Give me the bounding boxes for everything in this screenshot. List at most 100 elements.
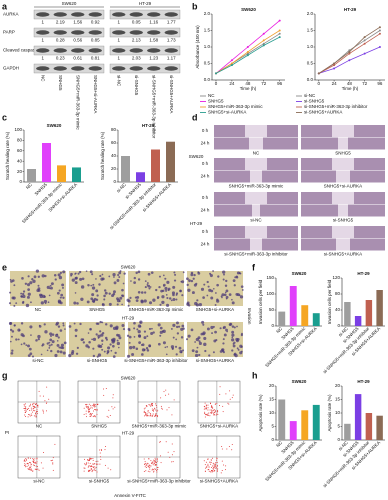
event xyxy=(95,405,97,407)
event xyxy=(87,466,89,468)
wound-gap xyxy=(332,192,354,204)
cell xyxy=(41,343,45,346)
y-tick-label: 50 xyxy=(269,307,275,312)
image-caption: si-NC xyxy=(33,479,45,484)
group-label: HT-29 xyxy=(122,431,135,436)
cell xyxy=(211,332,213,335)
cell xyxy=(141,353,144,356)
cell xyxy=(118,300,121,303)
chart-title: SW620 xyxy=(292,379,307,384)
blot-band xyxy=(112,66,126,71)
event xyxy=(224,469,226,471)
event xyxy=(213,467,215,469)
legend-label: SNHG5+si-AURKA xyxy=(208,110,246,115)
chart-title: HT-29 xyxy=(357,271,370,276)
event xyxy=(24,403,26,405)
cell xyxy=(92,354,96,358)
cell xyxy=(209,272,212,275)
event xyxy=(90,467,92,469)
cell xyxy=(137,329,141,334)
event xyxy=(143,410,145,412)
cell xyxy=(233,352,237,356)
event xyxy=(46,410,48,412)
cell xyxy=(40,301,44,305)
cell xyxy=(21,277,24,280)
y-tick-label: 0 xyxy=(113,179,116,184)
cell xyxy=(99,274,102,278)
chart-title: HT-29 xyxy=(357,379,370,384)
cell xyxy=(60,293,64,297)
cell xyxy=(74,277,78,280)
ratio-value: 0.56 xyxy=(73,38,82,43)
event xyxy=(152,413,154,415)
ratio-value: 0.28 xyxy=(56,38,65,43)
event xyxy=(105,446,107,448)
cell xyxy=(51,333,55,336)
bar xyxy=(278,311,286,326)
y-tick-label: 100 xyxy=(266,291,274,296)
legend-label: si-NC xyxy=(304,93,316,98)
event xyxy=(221,448,223,450)
cell xyxy=(128,329,131,332)
cell xyxy=(176,332,180,335)
event xyxy=(36,462,38,464)
cell xyxy=(38,325,42,328)
event xyxy=(91,407,93,409)
x-axis-label: Time (h) xyxy=(240,86,257,91)
cell xyxy=(103,298,106,301)
event xyxy=(151,461,153,463)
point xyxy=(278,19,281,22)
event xyxy=(36,413,38,415)
cell xyxy=(64,328,66,330)
lane-label: si-SNHG5 xyxy=(134,75,139,96)
cell xyxy=(27,275,30,278)
cell xyxy=(233,326,236,329)
event xyxy=(150,465,152,467)
event xyxy=(171,443,173,445)
cell xyxy=(86,300,90,304)
wound-gap xyxy=(332,158,354,170)
event xyxy=(25,406,27,408)
cell xyxy=(79,322,82,326)
event xyxy=(151,415,153,417)
blot-band xyxy=(164,66,178,71)
event xyxy=(92,459,94,461)
blot-band xyxy=(36,48,50,53)
bar xyxy=(27,169,36,182)
cell xyxy=(216,283,219,287)
cell xyxy=(186,302,190,306)
event xyxy=(152,410,154,412)
cell xyxy=(101,343,104,346)
event xyxy=(31,468,33,470)
cell xyxy=(162,274,165,277)
event xyxy=(32,461,34,463)
event xyxy=(206,465,208,467)
event xyxy=(85,416,87,418)
event xyxy=(28,469,30,471)
cell xyxy=(104,291,108,295)
image-caption: SNHG5 xyxy=(91,424,107,429)
event xyxy=(83,407,85,409)
event xyxy=(48,398,50,400)
event xyxy=(217,468,219,470)
cell xyxy=(187,288,191,292)
cell xyxy=(49,284,52,287)
event xyxy=(222,405,224,407)
cell xyxy=(225,295,229,299)
cell xyxy=(128,341,131,344)
event xyxy=(32,403,34,405)
wound-gap xyxy=(336,170,350,183)
event xyxy=(157,469,159,471)
cell xyxy=(171,348,174,350)
cell xyxy=(193,283,197,287)
panel-letter: h xyxy=(252,370,258,380)
cell xyxy=(137,324,142,328)
bar xyxy=(354,316,362,326)
event xyxy=(46,386,48,388)
cell xyxy=(175,321,179,325)
cell xyxy=(10,335,13,338)
cell xyxy=(62,351,66,355)
point xyxy=(363,52,366,55)
cell xyxy=(238,294,241,297)
event xyxy=(36,405,38,407)
